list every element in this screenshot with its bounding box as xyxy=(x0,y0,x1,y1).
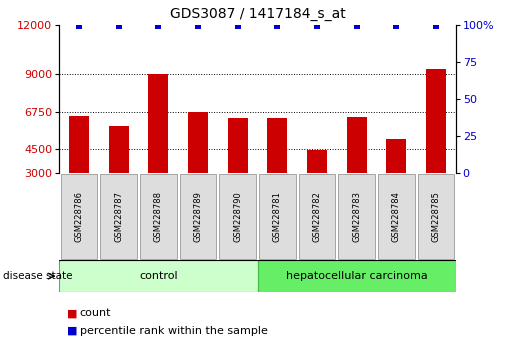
Text: ■: ■ xyxy=(67,326,77,336)
Text: GSM228784: GSM228784 xyxy=(392,192,401,242)
Bar xyxy=(426,69,446,173)
FancyBboxPatch shape xyxy=(100,174,137,259)
Text: GSM228788: GSM228788 xyxy=(154,191,163,242)
FancyBboxPatch shape xyxy=(338,174,375,259)
Bar xyxy=(109,126,129,173)
FancyBboxPatch shape xyxy=(378,174,415,259)
Text: count: count xyxy=(80,308,111,318)
Bar xyxy=(267,118,287,173)
Text: GSM228787: GSM228787 xyxy=(114,191,123,242)
Text: GSM228785: GSM228785 xyxy=(432,192,440,242)
FancyBboxPatch shape xyxy=(299,174,335,259)
FancyBboxPatch shape xyxy=(61,174,97,259)
Text: GSM228781: GSM228781 xyxy=(273,192,282,242)
FancyBboxPatch shape xyxy=(259,174,296,259)
FancyBboxPatch shape xyxy=(219,174,256,259)
FancyBboxPatch shape xyxy=(140,174,177,259)
Text: GSM228782: GSM228782 xyxy=(313,192,321,242)
Bar xyxy=(148,74,168,173)
Text: hepatocellular carcinoma: hepatocellular carcinoma xyxy=(286,271,427,281)
FancyBboxPatch shape xyxy=(180,174,216,259)
Text: GSM228786: GSM228786 xyxy=(75,191,83,242)
Bar xyxy=(228,118,248,173)
Bar xyxy=(386,139,406,173)
FancyBboxPatch shape xyxy=(59,260,258,292)
Text: disease state: disease state xyxy=(3,271,72,281)
Text: percentile rank within the sample: percentile rank within the sample xyxy=(80,326,268,336)
Text: GSM228790: GSM228790 xyxy=(233,192,242,242)
Text: GSM228783: GSM228783 xyxy=(352,191,361,242)
FancyBboxPatch shape xyxy=(418,174,454,259)
Bar xyxy=(347,117,367,173)
Bar xyxy=(69,116,89,173)
Bar xyxy=(307,149,327,173)
Text: GSM228789: GSM228789 xyxy=(194,192,202,242)
FancyBboxPatch shape xyxy=(258,260,456,292)
Title: GDS3087 / 1417184_s_at: GDS3087 / 1417184_s_at xyxy=(169,7,346,21)
Bar xyxy=(188,112,208,173)
Text: ■: ■ xyxy=(67,308,77,318)
Text: control: control xyxy=(139,271,178,281)
